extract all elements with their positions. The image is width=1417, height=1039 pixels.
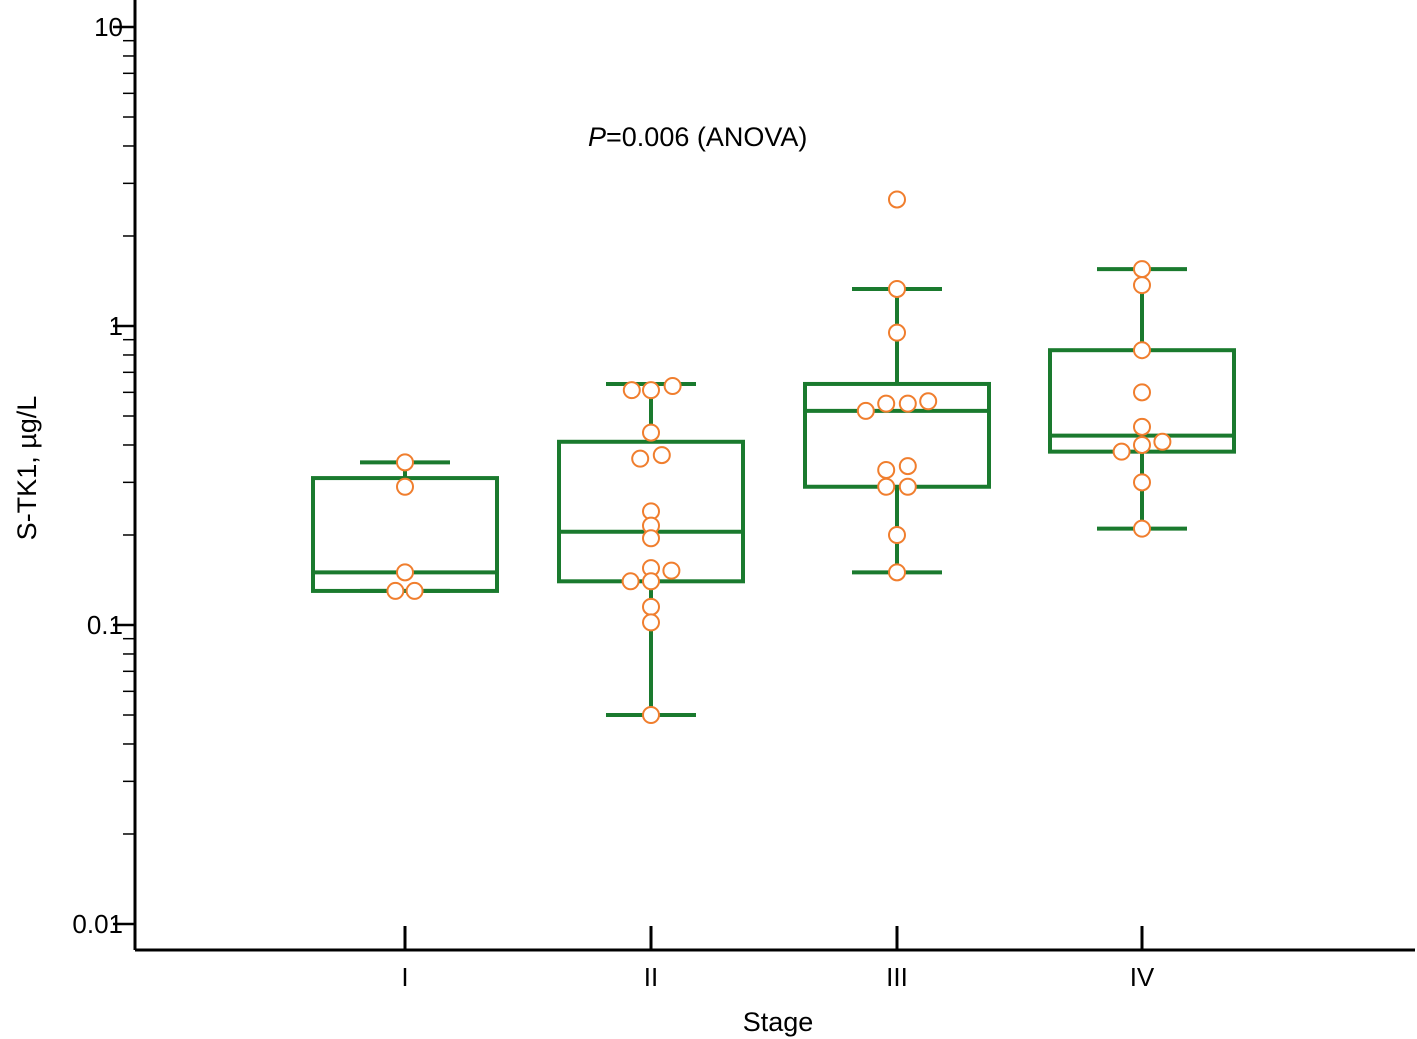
data-point — [1112, 442, 1131, 461]
data-point — [888, 190, 906, 209]
data-point — [652, 446, 671, 465]
p-value-text: =0.006 (ANOVA) — [606, 122, 807, 152]
data-point — [642, 572, 660, 591]
data-point — [642, 423, 660, 442]
data-point — [877, 460, 896, 479]
y-tick-label: 0.01 — [72, 909, 123, 939]
data-point — [888, 563, 906, 582]
data-point — [888, 525, 906, 544]
data-point — [877, 477, 896, 496]
y-axis: 0.01 0.1 1 10 — [72, 0, 137, 950]
data-point — [888, 279, 906, 298]
data-point — [396, 563, 414, 582]
p-value-italic: P — [588, 122, 606, 152]
data-point — [919, 392, 938, 411]
x-axis: I II III IV — [135, 926, 1415, 992]
data-point — [856, 401, 875, 420]
data-point — [1133, 260, 1151, 279]
data-point — [663, 376, 682, 395]
data-point — [642, 381, 660, 400]
data-point — [396, 453, 414, 472]
data-point — [888, 323, 906, 342]
group-III — [803, 190, 991, 582]
data-point — [642, 529, 660, 548]
data-point — [1133, 417, 1151, 436]
group-II — [557, 376, 745, 725]
x-tick-label: IV — [1130, 962, 1155, 992]
data-point — [622, 381, 641, 400]
data-point — [631, 449, 650, 468]
data-point — [642, 597, 660, 616]
data-point — [405, 581, 424, 600]
y-tick-label: 1 — [109, 311, 123, 341]
y-tick-label: 0.1 — [87, 610, 123, 640]
data-point — [642, 613, 660, 632]
data-point — [386, 581, 405, 600]
data-point — [1133, 519, 1151, 538]
plot-groups — [311, 190, 1236, 725]
data-point — [662, 561, 681, 580]
data-point — [898, 477, 917, 496]
data-point — [877, 394, 896, 413]
x-axis-label: Stage — [743, 1007, 814, 1037]
data-point — [1133, 435, 1151, 454]
data-point — [898, 394, 917, 413]
box-iqr — [803, 381, 991, 489]
group-I — [311, 453, 499, 600]
data-point — [898, 457, 917, 476]
x-tick-label: II — [644, 962, 658, 992]
data-point — [1133, 276, 1151, 295]
y-axis-label: S-TK1, µg/L — [12, 396, 42, 541]
data-point — [1133, 473, 1151, 492]
data-point — [1133, 383, 1151, 402]
data-point — [396, 477, 414, 496]
data-point — [1153, 432, 1172, 451]
y-tick-label: 10 — [94, 12, 123, 42]
data-point — [1133, 341, 1151, 360]
p-value-annotation: P=0.006 (ANOVA) — [588, 122, 807, 152]
x-tick-label: III — [886, 962, 908, 992]
data-point — [642, 706, 660, 725]
data-point — [621, 572, 640, 591]
x-tick-label: I — [401, 962, 408, 992]
group-IV — [1048, 260, 1236, 538]
